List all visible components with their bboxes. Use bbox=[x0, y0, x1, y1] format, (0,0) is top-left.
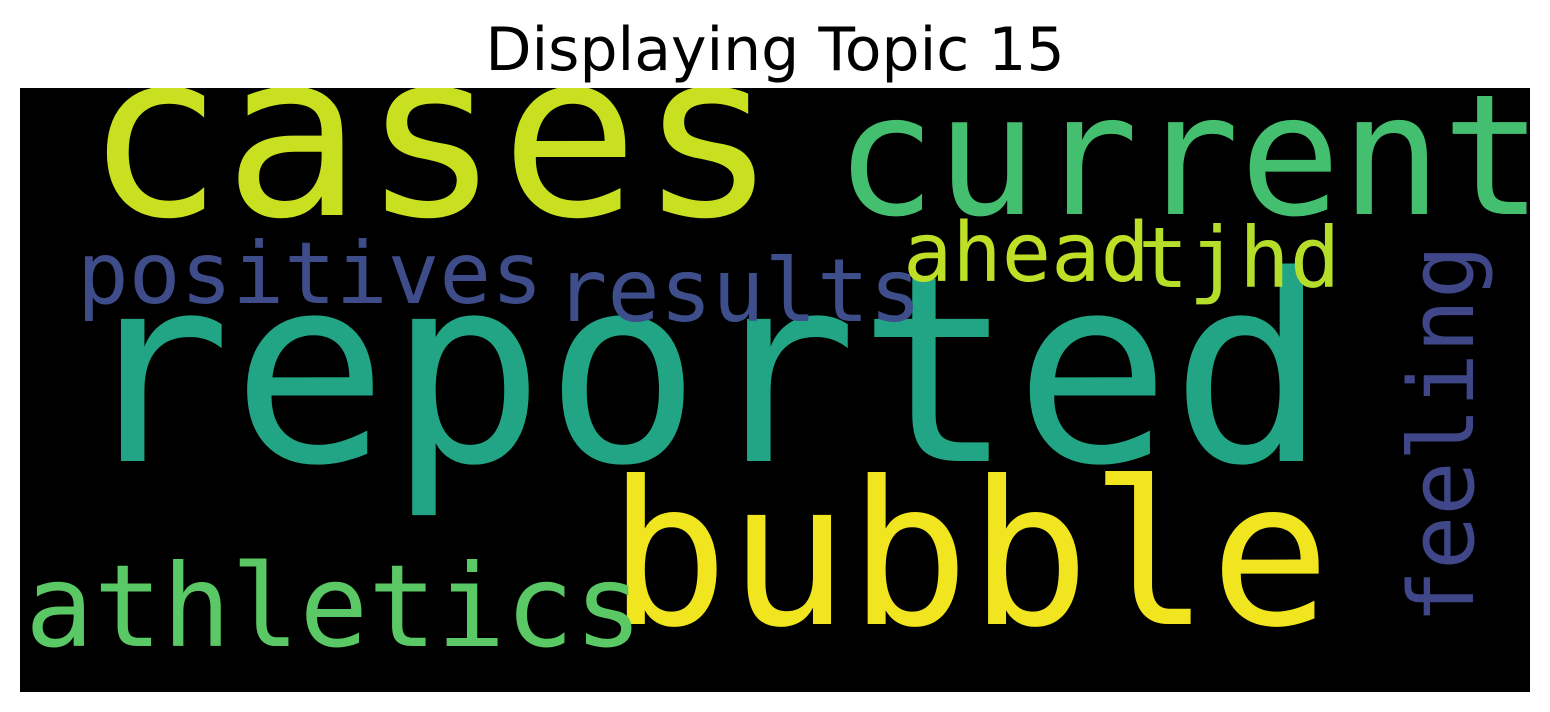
word-tjhd: tjhd bbox=[1138, 209, 1341, 307]
word-positives: positives bbox=[77, 224, 543, 324]
word-cases: cases bbox=[85, 88, 778, 270]
word-cloud: reported cases bubble current athletics … bbox=[20, 88, 1530, 692]
word-ahead: ahead bbox=[903, 206, 1150, 301]
word-athletics: athletics bbox=[25, 540, 643, 673]
word-feeling: feeling bbox=[1390, 244, 1495, 624]
word-bubble: bubble bbox=[608, 439, 1331, 672]
word-results: results bbox=[555, 240, 922, 342]
page-title: Displaying Topic 15 bbox=[485, 15, 1065, 85]
word-current: current bbox=[835, 88, 1530, 254]
word-reported: reported bbox=[75, 221, 1328, 523]
